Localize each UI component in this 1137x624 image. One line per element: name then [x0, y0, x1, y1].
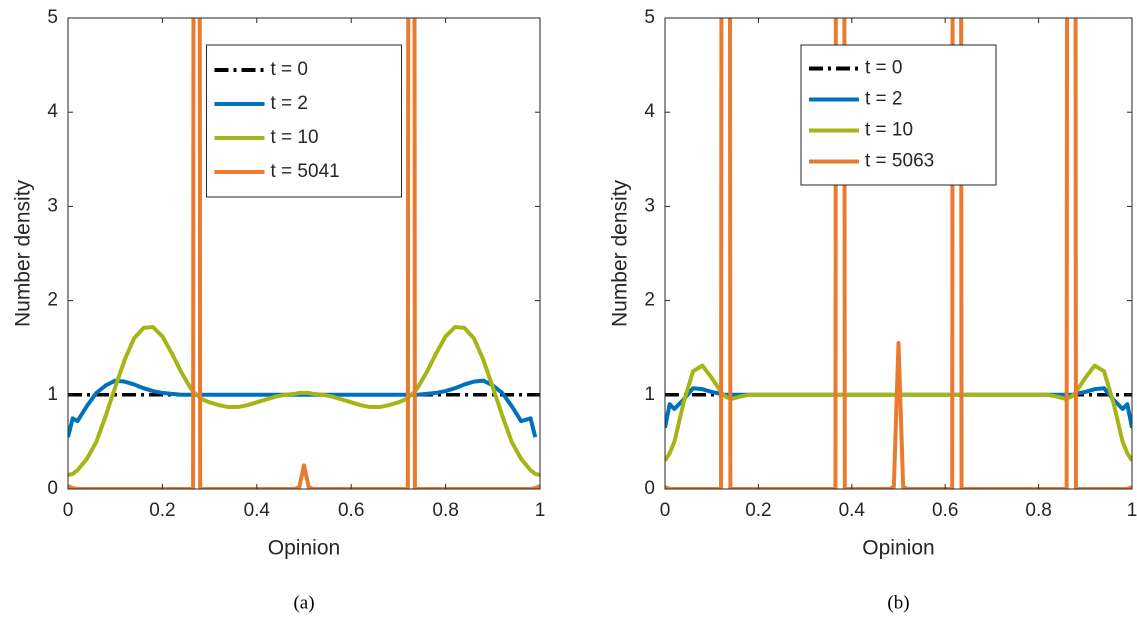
y-tick-label: 4 [47, 101, 58, 122]
y-tick-label: 5 [47, 7, 58, 28]
y-tick-label: 0 [47, 478, 58, 499]
caption: (b) [887, 592, 909, 613]
y-axis-label: Number density [609, 179, 632, 327]
y-tick-label: 5 [644, 7, 655, 28]
legend: t = 0 t = 2 t = 10 t = 5041 [206, 44, 402, 198]
lines [665, 18, 1132, 489]
y-tick-label: 1 [644, 384, 655, 405]
lines [68, 18, 540, 489]
legend-label: t = 0 [865, 58, 903, 79]
x-tick-label: 0 [660, 500, 671, 521]
x-tick-label: 0.6 [338, 500, 364, 521]
x-tick-label: 0.2 [745, 500, 771, 521]
legend-label: t = 10 [271, 127, 319, 148]
subplot: 0 0.2 0.4 0.6 0.8 1 0 1 2 3 4 5 Opinion Number densit… [609, 7, 1137, 613]
caption: (a) [293, 592, 314, 613]
x-axis-label: Opinion [862, 537, 934, 560]
legend: t = 0 t = 2 t = 10 t = 5063 [800, 44, 997, 186]
y-tick-label: 4 [644, 101, 655, 122]
x-tick-label: 0.4 [244, 500, 271, 521]
x-tick-label: 0.2 [149, 500, 175, 521]
y-tick-label: 3 [644, 195, 655, 216]
series-line [68, 18, 540, 489]
axes-box [67, 17, 541, 490]
x-axis-label: Opinion [268, 537, 340, 560]
x-tick-label: 1 [1127, 500, 1137, 521]
legend-label: t = 10 [865, 120, 913, 141]
x-tick-label: 1 [535, 500, 546, 521]
axes-box [664, 17, 1133, 490]
subplot: 0 0.2 0.4 0.6 0.8 1 0 1 2 3 4 5 Opinion Number densit… [12, 7, 546, 613]
legend-label: t = 5041 [271, 161, 340, 182]
x-tick-label: 0.8 [1025, 500, 1051, 521]
y-tick-label: 0 [644, 478, 655, 499]
y-tick-label: 2 [47, 290, 58, 311]
legend-label: t = 2 [865, 89, 903, 110]
x-tick-label: 0.4 [839, 500, 866, 521]
y-tick-label: 1 [47, 384, 58, 405]
y-axis-label: Number density [12, 179, 35, 327]
legend-label: t = 0 [271, 59, 309, 80]
x-tick-label: 0 [63, 500, 74, 521]
x-tick-label: 0.6 [932, 500, 958, 521]
series-line [68, 324, 540, 477]
y-tick-label: 2 [644, 290, 655, 311]
x-tick-label: 0.8 [432, 500, 458, 521]
legend-label: t = 5063 [865, 151, 934, 172]
y-tick-label: 3 [47, 195, 58, 216]
legend-label: t = 2 [271, 93, 309, 114]
series-line [665, 18, 1132, 489]
